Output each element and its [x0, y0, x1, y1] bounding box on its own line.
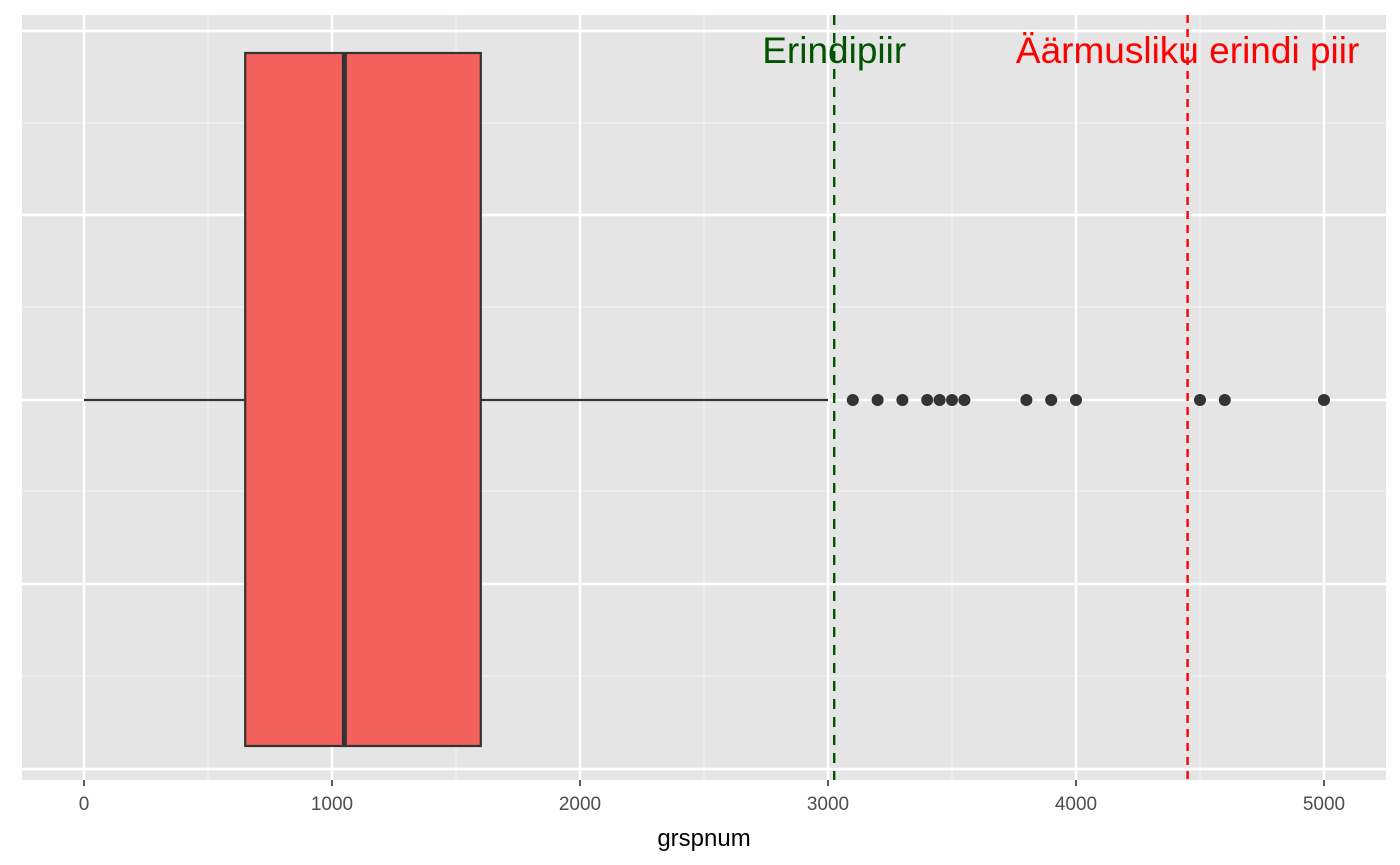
outlier-point — [1045, 394, 1058, 406]
boxplot-layer — [84, 51, 828, 748]
reference-lines: Erindipiir Äärmusliku erindi piir — [762, 15, 1359, 780]
outlier-point — [1194, 394, 1206, 406]
x-tick-label: 1000 — [311, 794, 353, 815]
outlier-point — [1020, 394, 1033, 406]
x-tick-label: 0 — [79, 794, 90, 815]
outlier-points — [846, 394, 1330, 406]
outlier-point — [946, 394, 958, 406]
x-axis-title: grspnum — [657, 825, 750, 852]
x-tick-label: 3000 — [807, 794, 849, 815]
outlier-point — [1070, 394, 1082, 406]
outlier-point — [958, 394, 971, 406]
outlier-point — [933, 394, 946, 406]
x-tick-label: 5000 — [1303, 794, 1345, 815]
outlier-limit-label: Erindipiir — [762, 30, 906, 71]
outlier-point — [871, 394, 884, 406]
outlier-point — [921, 394, 934, 406]
x-tick-label: 2000 — [559, 794, 601, 815]
x-axis: 0 1000 2000 3000 4000 5000 — [79, 780, 1345, 815]
outlier-point — [846, 394, 859, 406]
extreme-outlier-limit-label: Äärmusliku erindi piir — [1016, 30, 1359, 71]
outlier-point — [1318, 394, 1330, 406]
outlier-point — [896, 394, 909, 406]
outlier-point — [1218, 394, 1231, 406]
iqr-box — [244, 51, 482, 748]
x-tick-label: 4000 — [1055, 794, 1097, 815]
